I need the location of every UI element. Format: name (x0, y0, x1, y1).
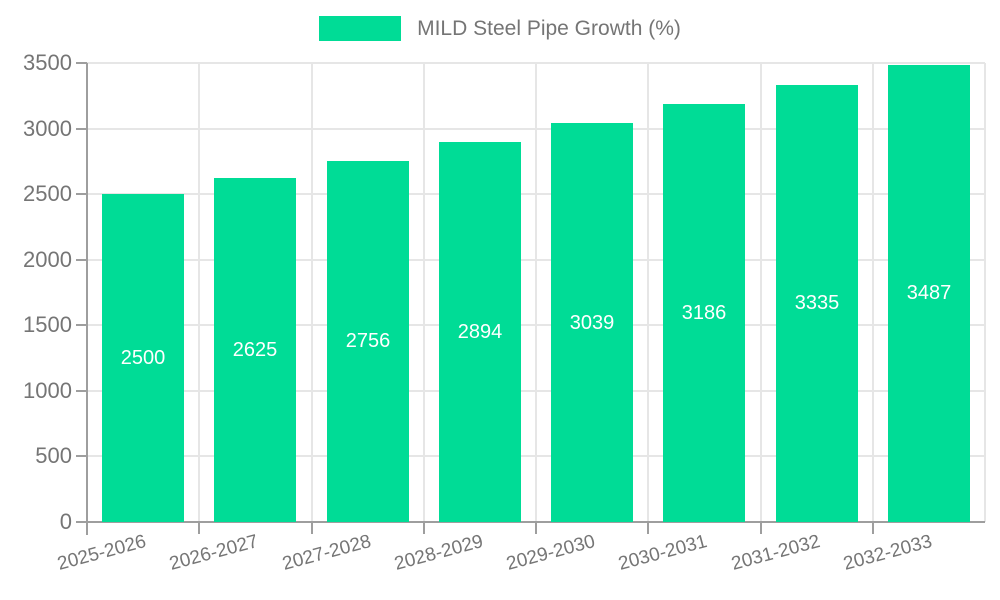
x-axis-tick (422, 522, 425, 534)
bar-value-label: 3039 (569, 312, 615, 334)
y-axis-tick (76, 258, 87, 261)
y-axis-line (86, 63, 88, 535)
gridline-vertical (759, 63, 762, 522)
y-axis-tick (76, 127, 87, 130)
bar-value-label: 3186 (681, 302, 727, 324)
gridline-vertical (871, 63, 874, 522)
y-tick-label: 2000 (23, 246, 72, 272)
y-tick-label: 2500 (23, 181, 72, 207)
x-axis-tick (198, 522, 201, 534)
y-tick-label: 1000 (23, 377, 72, 403)
gridline-vertical (198, 63, 201, 522)
gridline-vertical (422, 63, 425, 522)
bar (888, 64, 970, 522)
y-axis-tick (76, 193, 87, 196)
legend-swatch-icon (319, 16, 402, 41)
bar (214, 177, 296, 522)
bar (776, 84, 858, 522)
y-tick-label: 1500 (23, 312, 72, 338)
chart-legend: MILD Steel Pipe Growth (%) (0, 16, 1000, 41)
x-axis-tick (647, 522, 650, 534)
bar-value-label: 2625 (232, 339, 278, 361)
y-axis-tick (76, 62, 87, 64)
legend-label: MILD Steel Pipe Growth (%) (417, 16, 681, 40)
bar (439, 142, 521, 522)
bar-value-label: 2756 (345, 330, 391, 352)
x-axis-tick (871, 522, 874, 534)
y-tick-label: 3000 (23, 115, 72, 141)
y-axis-tick (76, 389, 87, 392)
y-axis-tick (76, 324, 87, 327)
legend-item[interactable]: MILD Steel Pipe Growth (%) (319, 16, 681, 41)
gridline-vertical (310, 63, 313, 522)
y-tick-label: 500 (35, 443, 72, 469)
gridline-vertical (984, 63, 986, 522)
bar-value-label: 3487 (906, 282, 952, 304)
bar-value-label: 3335 (794, 292, 840, 314)
x-axis-tick (535, 522, 537, 534)
y-axis-tick (76, 521, 87, 523)
bar (327, 160, 409, 522)
gridline-vertical (535, 63, 537, 522)
y-axis-tick (76, 455, 87, 458)
x-axis-tick (310, 522, 313, 534)
gridline-vertical (647, 63, 650, 522)
x-axis-tick (759, 522, 762, 534)
y-tick-label: 0 (59, 509, 72, 534)
bar-value-label: 2894 (457, 321, 503, 343)
bar (551, 123, 633, 522)
x-axis-line (87, 521, 985, 523)
bar (663, 104, 745, 522)
bar (102, 194, 184, 522)
y-tick-label: 3500 (23, 50, 72, 75)
bar-value-label: 2500 (120, 347, 166, 369)
